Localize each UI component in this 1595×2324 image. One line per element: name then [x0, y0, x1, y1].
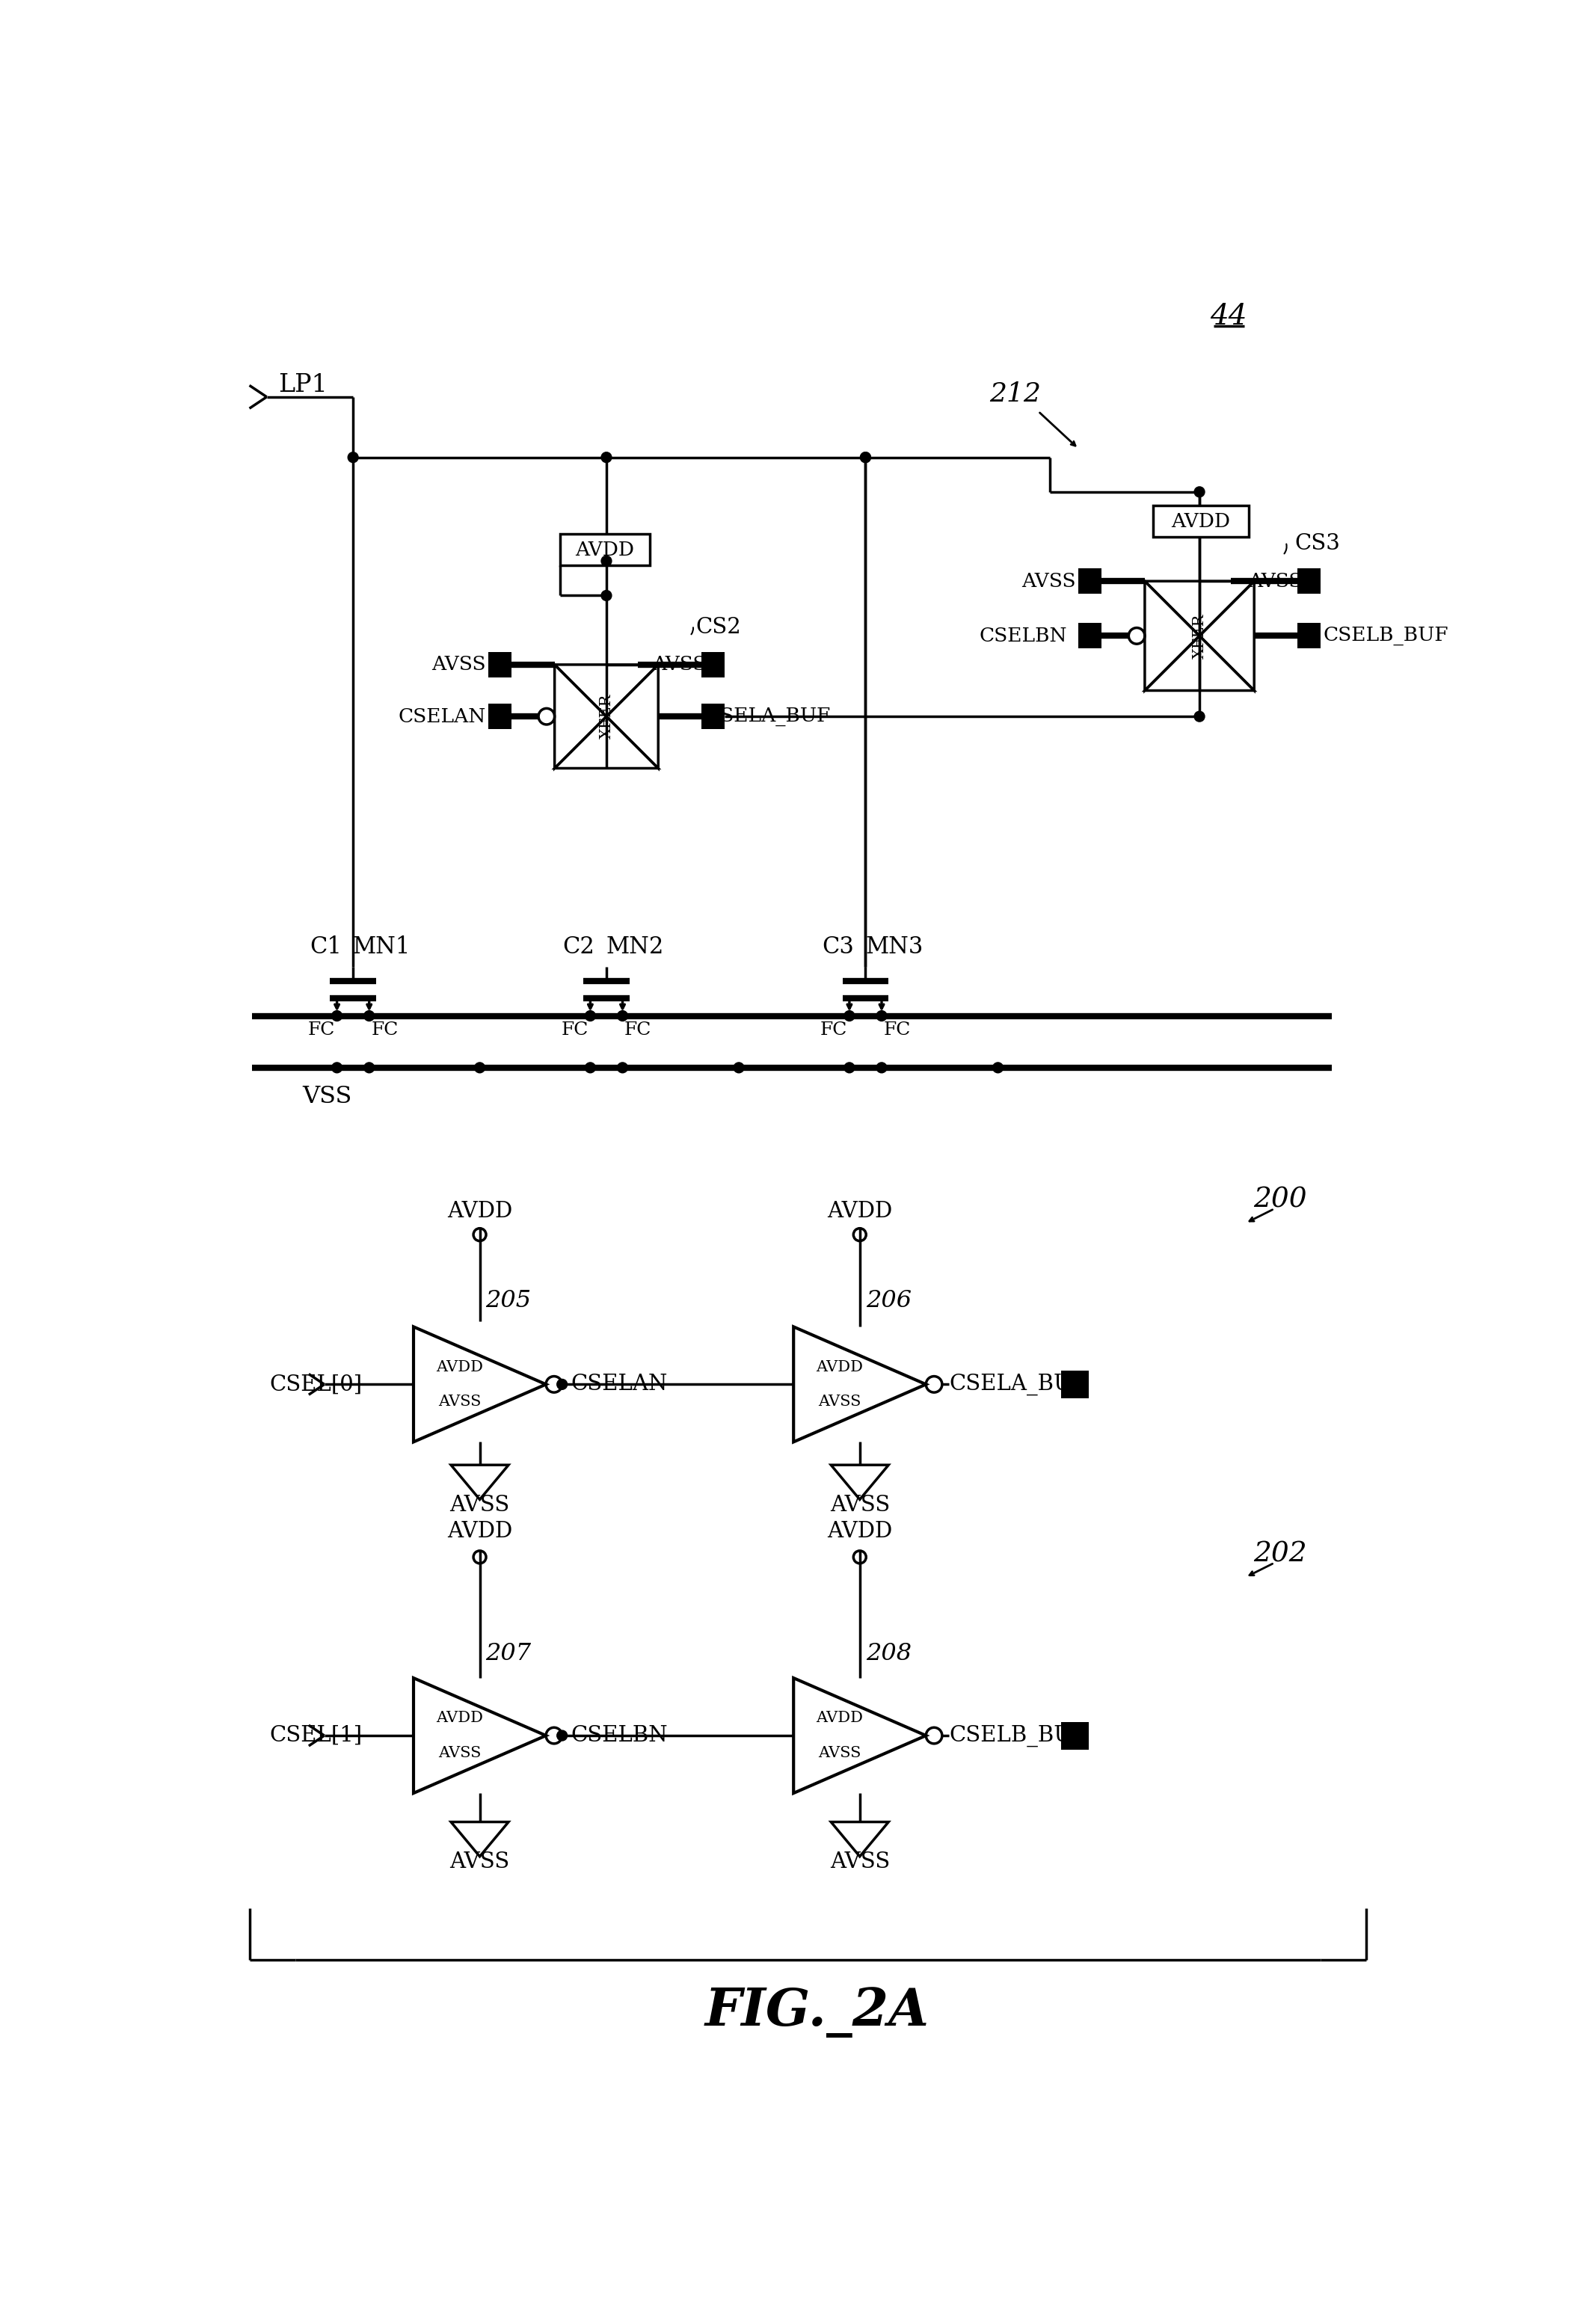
Text: AVDD: AVDD: [817, 1360, 863, 1373]
Text: AVSS: AVSS: [829, 1852, 890, 1873]
Text: 202: 202: [1254, 1541, 1306, 1569]
Text: VSS: VSS: [303, 1085, 352, 1109]
Circle shape: [332, 1011, 341, 1020]
Text: AVSS: AVSS: [439, 1745, 482, 1759]
Text: CS2: CS2: [695, 616, 742, 637]
Text: AVDD: AVDD: [447, 1202, 512, 1222]
Circle shape: [364, 1062, 375, 1074]
Text: CSEL[1]: CSEL[1]: [270, 1724, 362, 1745]
Text: AVDD: AVDD: [828, 1520, 892, 1541]
Bar: [488, 704, 512, 730]
Text: AVSS: AVSS: [439, 1394, 482, 1408]
Text: 206: 206: [866, 1290, 911, 1313]
Text: C1: C1: [309, 934, 341, 957]
Circle shape: [844, 1062, 855, 1074]
Text: AVSS: AVSS: [652, 655, 707, 674]
Text: AVDD: AVDD: [435, 1710, 483, 1724]
Text: FC: FC: [372, 1023, 399, 1039]
Text: FC: FC: [884, 1023, 911, 1039]
Text: AVSS: AVSS: [818, 1745, 861, 1759]
Circle shape: [475, 1062, 485, 1074]
Circle shape: [557, 1378, 568, 1390]
Text: LP1: LP1: [278, 374, 327, 397]
Text: AVSS: AVSS: [829, 1494, 890, 1515]
Text: 205: 205: [485, 1290, 531, 1313]
Text: 207: 207: [485, 1643, 531, 1666]
Text: CSELA_BUF: CSELA_BUF: [705, 706, 831, 725]
Text: AVSS: AVSS: [450, 1852, 510, 1873]
Text: AVDD: AVDD: [447, 1520, 512, 1541]
Circle shape: [332, 1062, 341, 1074]
Circle shape: [1195, 711, 1204, 723]
Text: MN3: MN3: [866, 934, 924, 957]
Circle shape: [844, 1011, 855, 1020]
Text: XFER: XFER: [600, 695, 614, 739]
Circle shape: [1195, 486, 1204, 497]
Text: CSELAN: CSELAN: [571, 1373, 667, 1394]
Text: AVDD: AVDD: [576, 541, 635, 560]
Bar: [1297, 569, 1321, 595]
Circle shape: [585, 1062, 595, 1074]
Text: AVSS: AVSS: [1021, 572, 1075, 590]
Text: CSELAN: CSELAN: [397, 706, 485, 725]
Text: 44: 44: [1209, 302, 1247, 330]
Text: AVSS: AVSS: [450, 1494, 510, 1515]
Text: AVDD: AVDD: [435, 1360, 483, 1373]
Text: AVDD: AVDD: [1171, 511, 1230, 530]
Text: MN1: MN1: [352, 934, 412, 957]
Text: AVDD: AVDD: [817, 1710, 863, 1724]
Text: C3: C3: [821, 934, 853, 957]
Text: FC: FC: [308, 1023, 335, 1039]
Text: AVSS: AVSS: [431, 655, 485, 674]
Bar: [702, 704, 724, 730]
Text: FC: FC: [561, 1023, 589, 1039]
Text: FIG._2A: FIG._2A: [705, 1987, 930, 2038]
Circle shape: [877, 1011, 887, 1020]
Circle shape: [601, 590, 611, 600]
Text: CSELBN: CSELBN: [571, 1724, 668, 1745]
Bar: [1078, 623, 1102, 648]
Text: CSELA_BUF: CSELA_BUF: [949, 1373, 1088, 1394]
Text: AVSS: AVSS: [1249, 572, 1303, 590]
Circle shape: [557, 1731, 568, 1741]
Circle shape: [364, 1011, 375, 1020]
Text: 200: 200: [1254, 1188, 1306, 1213]
Bar: [1078, 569, 1102, 595]
Circle shape: [860, 453, 871, 462]
Circle shape: [877, 1062, 887, 1074]
Bar: [1153, 504, 1249, 537]
Circle shape: [585, 1011, 595, 1020]
Text: XFER: XFER: [1193, 614, 1206, 658]
Text: CS3: CS3: [1295, 532, 1340, 553]
Text: C2: C2: [563, 934, 595, 957]
Text: FC: FC: [625, 1023, 652, 1039]
Text: AVDD: AVDD: [828, 1202, 892, 1222]
Circle shape: [992, 1062, 1003, 1074]
Text: CSELB_BUF: CSELB_BUF: [1324, 627, 1448, 646]
Bar: [1061, 1371, 1089, 1399]
Bar: [1297, 623, 1321, 648]
Circle shape: [601, 555, 611, 567]
Circle shape: [348, 453, 359, 462]
Text: 208: 208: [866, 1643, 911, 1666]
Bar: [488, 653, 512, 676]
Bar: [560, 535, 649, 565]
Circle shape: [617, 1062, 628, 1074]
Bar: [1061, 1722, 1089, 1750]
Text: CSEL[0]: CSEL[0]: [270, 1373, 362, 1394]
Text: 212: 212: [989, 381, 1042, 407]
Text: MN2: MN2: [606, 934, 664, 957]
Bar: [702, 653, 724, 676]
Text: AVSS: AVSS: [818, 1394, 861, 1408]
Text: CSELBN: CSELBN: [979, 627, 1067, 646]
Circle shape: [860, 453, 871, 462]
Text: CSELB_BUF: CSELB_BUF: [949, 1724, 1088, 1748]
Text: FC: FC: [820, 1023, 847, 1039]
Circle shape: [617, 1011, 628, 1020]
Circle shape: [601, 453, 611, 462]
Circle shape: [734, 1062, 743, 1074]
